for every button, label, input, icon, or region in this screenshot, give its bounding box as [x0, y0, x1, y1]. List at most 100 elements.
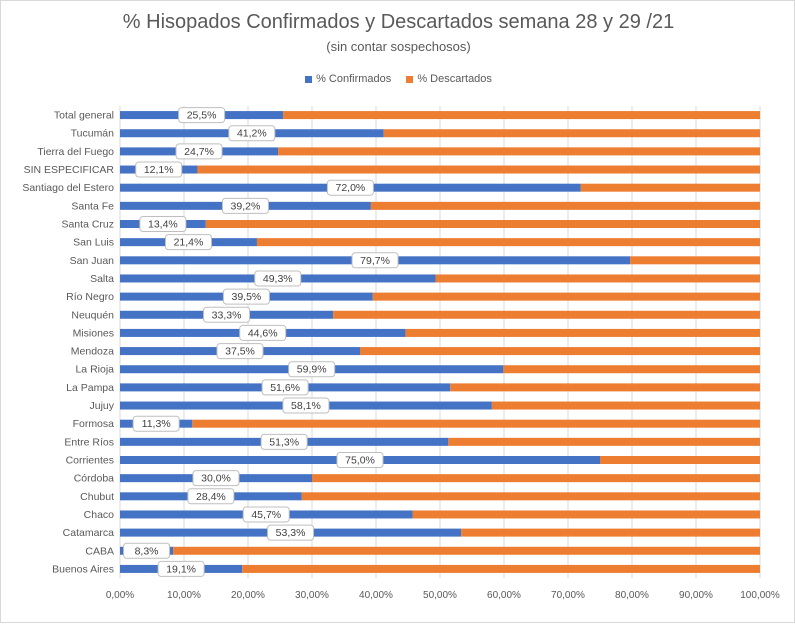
data-label: 33,3%: [212, 309, 242, 321]
bar-descartados: [412, 510, 760, 519]
data-label: 51,6%: [270, 382, 300, 394]
data-label: 39,5%: [232, 291, 262, 303]
data-label: 30,0%: [201, 473, 231, 485]
data-label-box: [260, 433, 308, 450]
category-label: Chubut: [80, 491, 114, 503]
x-tick-label: 10,00%: [167, 590, 201, 601]
data-label: 11,3%: [142, 418, 171, 430]
bar-descartados: [372, 292, 760, 301]
category-label: SIN ESPECIFICAR: [24, 164, 115, 176]
x-tick-label: 80,00%: [615, 590, 649, 601]
data-label: 49,3%: [263, 273, 293, 285]
category-label: Río Negro: [66, 291, 114, 303]
category-label: Corrientes: [66, 455, 114, 467]
bar-descartados: [256, 238, 760, 247]
bar-descartados: [600, 456, 760, 464]
bar-descartados: [630, 256, 760, 265]
legend: % Confirmados % Descartados: [1, 73, 795, 86]
data-label: 51,3%: [269, 436, 299, 448]
data-label-box: [222, 288, 270, 305]
category-label: Santa Fe: [71, 200, 114, 212]
data-label: 24,7%: [184, 146, 214, 158]
x-tick-label: 60,00%: [487, 590, 521, 601]
data-label-box: [123, 542, 171, 559]
bar-descartados: [448, 437, 760, 446]
data-label-box: [228, 125, 276, 142]
category-label: Catamarca: [63, 527, 115, 539]
data-label-box: [242, 506, 290, 523]
category-label: CABA: [85, 545, 114, 557]
legend-label-descartados: % Descartados: [417, 73, 492, 85]
category-label: Córdoba: [74, 473, 114, 485]
x-tick-label: 70,00%: [551, 590, 585, 601]
data-label: 72,0%: [336, 182, 366, 194]
x-tick-label: 90,00%: [679, 590, 713, 601]
data-label-box: [254, 270, 302, 287]
data-label-box: [203, 306, 251, 323]
bar-descartados: [192, 419, 760, 428]
data-label-box: [282, 397, 330, 414]
category-label: Tierra del Fuego: [37, 146, 114, 158]
category-label: La Rioja: [75, 364, 114, 376]
bar-descartados: [283, 111, 760, 120]
data-label-box: [135, 161, 183, 178]
category-label: Chaco: [84, 509, 115, 521]
category-label: Mendoza: [71, 346, 114, 358]
legend-label-confirmados: % Confirmados: [316, 73, 392, 85]
data-label: 59,9%: [297, 364, 327, 376]
data-label: 45,7%: [251, 509, 281, 521]
data-label: 28,4%: [196, 491, 226, 503]
data-label-box: [175, 143, 223, 160]
bar-descartados: [461, 528, 760, 537]
category-label: Santa Cruz: [61, 219, 114, 231]
bar-descartados: [312, 474, 760, 483]
data-label-box: [139, 216, 187, 232]
data-label-box: [267, 524, 315, 541]
data-label: 8,3%: [135, 545, 159, 557]
data-label-box: [336, 452, 384, 468]
category-label: San Luis: [73, 237, 114, 249]
category-label: Formosa: [73, 418, 115, 430]
x-tick-label: 50,00%: [423, 590, 457, 601]
data-label-box: [216, 343, 264, 360]
bar-descartados: [491, 401, 760, 410]
bar-descartados: [360, 347, 760, 356]
data-label: 12,1%: [144, 164, 174, 176]
category-label: Total general: [54, 110, 114, 122]
legend-swatch-confirmados: [305, 75, 313, 83]
category-label: San Juan: [70, 255, 115, 267]
data-label: 13,4%: [148, 219, 178, 231]
bar-descartados: [173, 546, 760, 555]
category-label: Buenos Aires: [52, 563, 114, 575]
chart-subtitle: (sin contar sospechosos): [326, 39, 471, 54]
legend-item-descartados: % Descartados: [406, 73, 492, 85]
category-label: La Pampa: [66, 382, 114, 394]
data-label-box: [221, 197, 269, 214]
x-tick-label: 100,00%: [740, 590, 780, 601]
data-label-box: [288, 361, 336, 378]
category-label: Santiago del Estero: [22, 182, 114, 194]
bar-descartados: [383, 129, 760, 138]
data-label: 53,3%: [276, 527, 306, 539]
data-label-box: [164, 234, 212, 251]
bar-descartados: [370, 201, 760, 210]
x-tick-label: 30,00%: [295, 590, 329, 601]
data-label: 37,5%: [225, 346, 255, 358]
chart-title: % Hisopados Confirmados y Descartados se…: [122, 11, 675, 33]
data-label-box: [157, 560, 205, 577]
bar-descartados: [205, 220, 760, 228]
bar-descartados: [301, 492, 760, 501]
bar-descartados: [435, 274, 760, 283]
data-label: 25,5%: [187, 110, 217, 122]
data-label: 41,2%: [237, 128, 267, 140]
category-label: Misiones: [73, 327, 114, 339]
bar-descartados: [278, 147, 760, 156]
data-label: 19,1%: [166, 563, 196, 575]
data-label-box: [192, 470, 240, 487]
bar-descartados: [242, 564, 761, 573]
data-label-box: [326, 179, 374, 196]
category-label: Neuquén: [71, 309, 114, 321]
category-label: Entre Ríos: [64, 436, 114, 448]
bar-descartados: [450, 383, 760, 392]
